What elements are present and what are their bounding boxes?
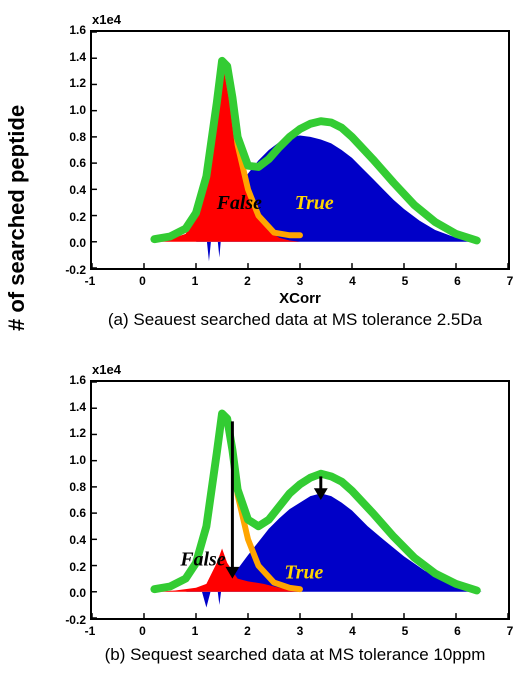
ytick: 0.2 — [56, 210, 86, 224]
xtick: 7 — [507, 274, 514, 288]
caption-a: (a) Seauest searched data at MS toleranc… — [70, 310, 520, 330]
xtick: 1 — [192, 274, 199, 288]
ytick: 1.4 — [56, 400, 86, 414]
chart-panel-a: False True — [90, 30, 510, 270]
xtick: 6 — [454, 624, 461, 638]
figure: # of searched peptide x1e4 False True -1 0… — [0, 0, 529, 689]
y-axis-label: # of searched peptide — [4, 105, 30, 331]
xtick: 7 — [507, 624, 514, 638]
xtick: 1 — [192, 624, 199, 638]
chart-svg-a: False True — [92, 32, 508, 268]
ytick: -0.2 — [56, 613, 86, 627]
exponent-label-b: x1e4 — [92, 362, 121, 377]
ytick: 0.6 — [56, 506, 86, 520]
xtick: 2 — [244, 624, 251, 638]
false-label: False — [216, 192, 262, 214]
ytick: 0.0 — [56, 586, 86, 600]
x-axis-label-a: XCorr — [90, 290, 510, 307]
xtick: 0 — [139, 624, 146, 638]
xtick: -1 — [85, 624, 96, 638]
xtick: 2 — [244, 274, 251, 288]
xtick: 5 — [402, 624, 409, 638]
ytick: 0.8 — [56, 480, 86, 494]
ytick: 0.4 — [56, 183, 86, 197]
xtick: 6 — [454, 274, 461, 288]
ytick: 0.8 — [56, 130, 86, 144]
caption-b: (b) Sequest searched data at MS toleranc… — [70, 645, 520, 665]
ytick: 0.2 — [56, 560, 86, 574]
ytick: 1.4 — [56, 50, 86, 64]
ytick: 1.2 — [56, 426, 86, 440]
ytick: 1.0 — [56, 453, 86, 467]
ytick: 0.0 — [56, 236, 86, 250]
xtick: 5 — [402, 274, 409, 288]
xtick: 4 — [349, 274, 356, 288]
xtick: 4 — [349, 624, 356, 638]
xtick: 3 — [297, 624, 304, 638]
ytick: 1.6 — [56, 373, 86, 387]
ytick: 0.4 — [56, 533, 86, 547]
ytick: 1.0 — [56, 103, 86, 117]
xtick: 3 — [297, 274, 304, 288]
chart-panel-b: False True — [90, 380, 510, 620]
true-label: True — [295, 192, 334, 214]
ytick: 1.2 — [56, 76, 86, 90]
xtick: -1 — [85, 274, 96, 288]
exponent-label-a: x1e4 — [92, 12, 121, 27]
true-label: True — [284, 562, 323, 584]
xtick: 0 — [139, 274, 146, 288]
chart-svg-b: False True — [92, 382, 508, 618]
false-label: False — [179, 549, 225, 571]
ytick: 1.6 — [56, 23, 86, 37]
ytick: -0.2 — [56, 263, 86, 277]
ytick: 0.6 — [56, 156, 86, 170]
